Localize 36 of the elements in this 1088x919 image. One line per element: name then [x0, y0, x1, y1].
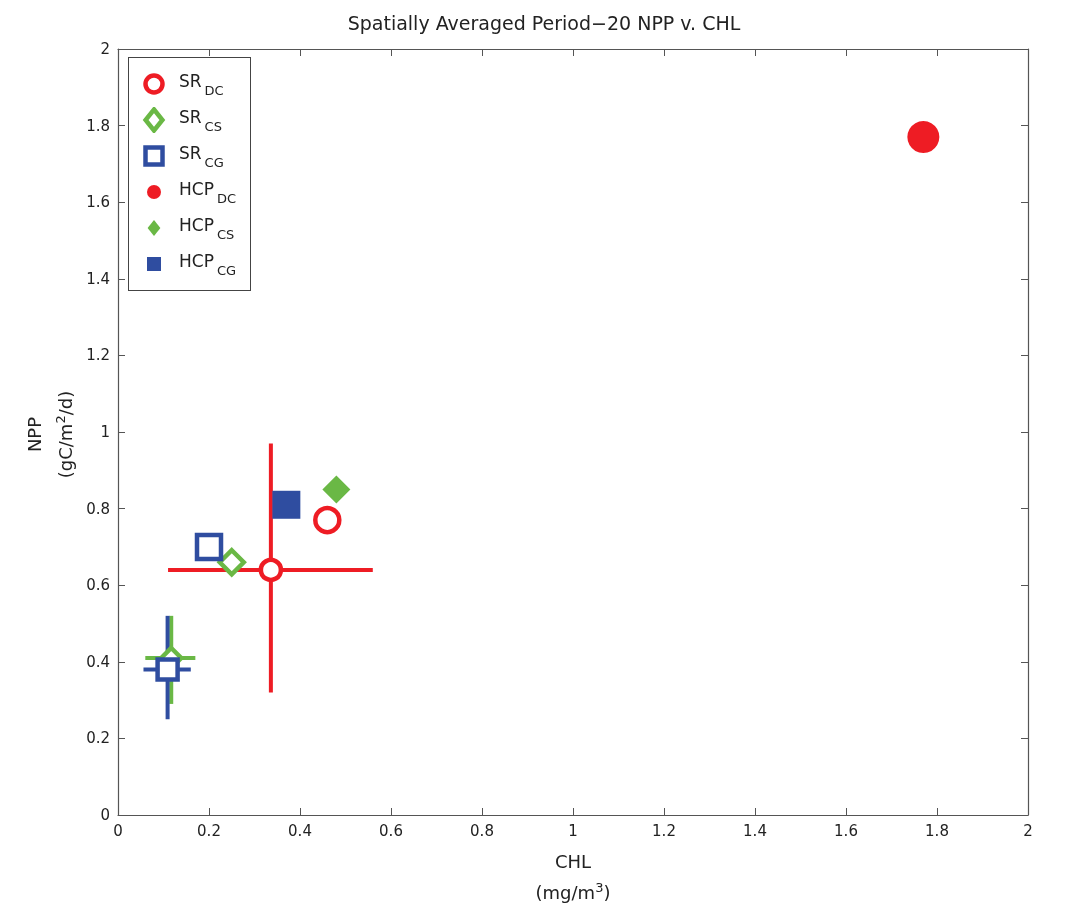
x-tick-label: 0 [113, 821, 123, 840]
legend-label: HCP$_{DC}$ [179, 178, 236, 206]
point [313, 505, 342, 535]
legend-label: HCP$_{CS}$ [179, 214, 235, 242]
x-tick-label: 0.8 [470, 821, 494, 840]
x-tick-label: 0.4 [288, 821, 312, 840]
point [272, 490, 301, 519]
legend-label: SR$_{DC}$ [179, 70, 224, 98]
point [258, 557, 284, 583]
x-tick-label: 0.6 [379, 821, 403, 840]
y-tick-label: 0 [100, 806, 110, 824]
y-tick-label: 0.2 [86, 729, 110, 748]
chart-title: Spatially Averaged Period−20 NPP v. CHL [347, 11, 741, 34]
x-tick-label: 1.2 [652, 821, 676, 840]
y-tick-label: 2 [100, 40, 110, 58]
y-tick-label: 1 [100, 423, 110, 441]
y-tick-label: 1.4 [86, 269, 110, 288]
point [907, 121, 940, 154]
point [217, 547, 246, 577]
x-tick-label: 2 [1023, 821, 1033, 840]
x-tick-label: 1.8 [925, 821, 949, 840]
y-tick-label: 1.8 [86, 116, 110, 135]
x-tick-label: 1 [568, 821, 578, 840]
y-tick-label: 1.6 [86, 193, 110, 212]
x-tick-label: 1.4 [743, 821, 767, 840]
legend-label: SR$_{CS}$ [179, 106, 222, 134]
point [322, 475, 351, 504]
y-tick-label: 0.6 [86, 576, 110, 595]
x-axis-title: CHL (mg/m$^{3}$) [534, 850, 612, 905]
y-tick-label: 0.8 [86, 499, 110, 518]
x-tick-label: 1.6 [834, 821, 858, 840]
y-tick-label: 1.2 [86, 346, 110, 365]
y-tick-label: 0.4 [86, 652, 110, 671]
legend-label: HCP$_{CG}$ [179, 250, 237, 278]
legend-label: SR$_{CG}$ [179, 142, 224, 170]
x-tick-label: 0.2 [197, 821, 221, 840]
